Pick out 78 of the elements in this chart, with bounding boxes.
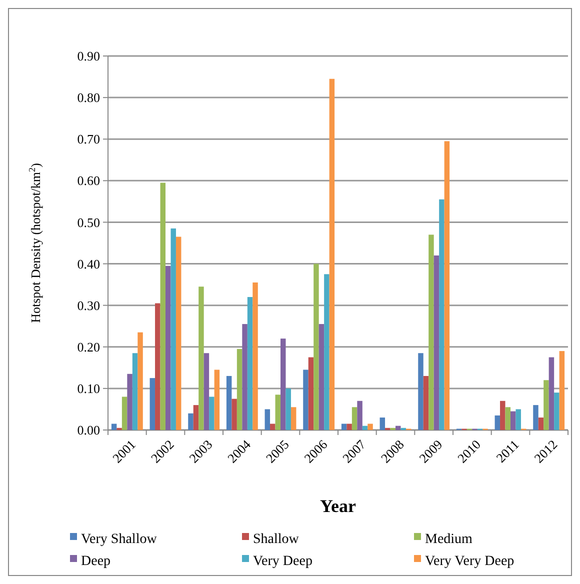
bar	[193, 405, 199, 430]
bar	[138, 332, 143, 430]
bar	[286, 388, 291, 430]
bar	[214, 370, 220, 430]
bar	[533, 405, 538, 430]
x-tick-label: 2011	[493, 436, 522, 466]
bar	[357, 400, 362, 430]
bar	[127, 374, 132, 430]
y-tick-label: 0.90	[77, 48, 100, 64]
bar	[559, 351, 565, 430]
bar	[538, 418, 544, 430]
bar	[155, 303, 160, 430]
bar	[270, 424, 276, 430]
bar	[198, 286, 204, 430]
legend-label: Very Shallow	[81, 532, 158, 547]
bar	[264, 409, 270, 430]
bar	[362, 426, 368, 430]
bar	[418, 353, 424, 430]
bar	[150, 378, 156, 430]
legend-label: Medium	[425, 532, 473, 547]
y-tick-label: 0.40	[77, 256, 100, 272]
bar	[548, 357, 554, 430]
bar	[122, 396, 128, 430]
bar	[554, 392, 560, 430]
y-tick-label: 0.20	[77, 339, 100, 354]
bar	[247, 297, 253, 430]
bar	[439, 199, 444, 430]
bar	[380, 418, 386, 430]
bar	[544, 380, 549, 430]
y-tick-label: 0.50	[77, 214, 100, 230]
legend-label: Very Deep	[253, 554, 312, 569]
y-tick-label: 0.00	[77, 422, 100, 438]
bar	[132, 353, 138, 430]
bar	[434, 255, 440, 430]
x-axis-title: Year	[320, 496, 356, 516]
y-tick-label: 0.10	[77, 380, 100, 396]
bar	[242, 324, 248, 430]
bar	[176, 236, 182, 430]
bar	[318, 324, 324, 430]
y-tick-label: 0.80	[77, 90, 100, 106]
bar	[516, 409, 521, 430]
bar	[170, 228, 176, 430]
bar	[166, 266, 171, 430]
bar	[303, 370, 308, 430]
y-tick-label: 0.60	[77, 173, 100, 188]
bar	[232, 398, 237, 430]
bar	[329, 78, 335, 430]
bar	[252, 282, 258, 430]
legend-label: Shallow	[253, 532, 300, 547]
bar	[308, 357, 314, 430]
bar	[423, 376, 429, 430]
legend-label: Very Very Deep	[425, 554, 514, 569]
y-tick-label: 0.70	[77, 132, 100, 147]
bar	[352, 407, 358, 430]
bar	[160, 182, 166, 430]
bar	[111, 424, 117, 430]
bar	[428, 234, 434, 430]
bar	[346, 424, 352, 430]
y-tick-label: 0.30	[77, 298, 100, 313]
bar	[500, 400, 506, 430]
bar	[236, 348, 242, 430]
bar	[314, 264, 319, 430]
bar	[324, 274, 330, 430]
bar	[275, 394, 280, 430]
bar	[368, 424, 373, 430]
bar	[204, 353, 210, 430]
bar	[444, 141, 450, 430]
legend-label: Deep	[81, 554, 111, 569]
bar	[290, 407, 296, 430]
bar	[280, 338, 286, 430]
bar	[510, 411, 516, 430]
bar	[209, 396, 214, 430]
bar	[505, 407, 510, 430]
bar	[226, 376, 232, 430]
bar	[494, 415, 500, 430]
bar	[188, 413, 194, 430]
bar	[341, 424, 347, 430]
bar	[396, 426, 401, 430]
